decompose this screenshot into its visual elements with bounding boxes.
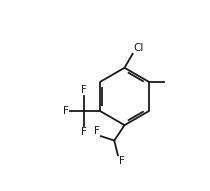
Text: F: F [63, 106, 69, 116]
Text: Cl: Cl [133, 43, 144, 53]
Text: F: F [81, 85, 87, 95]
Text: F: F [119, 156, 125, 167]
Text: F: F [81, 127, 87, 137]
Text: F: F [94, 125, 100, 136]
